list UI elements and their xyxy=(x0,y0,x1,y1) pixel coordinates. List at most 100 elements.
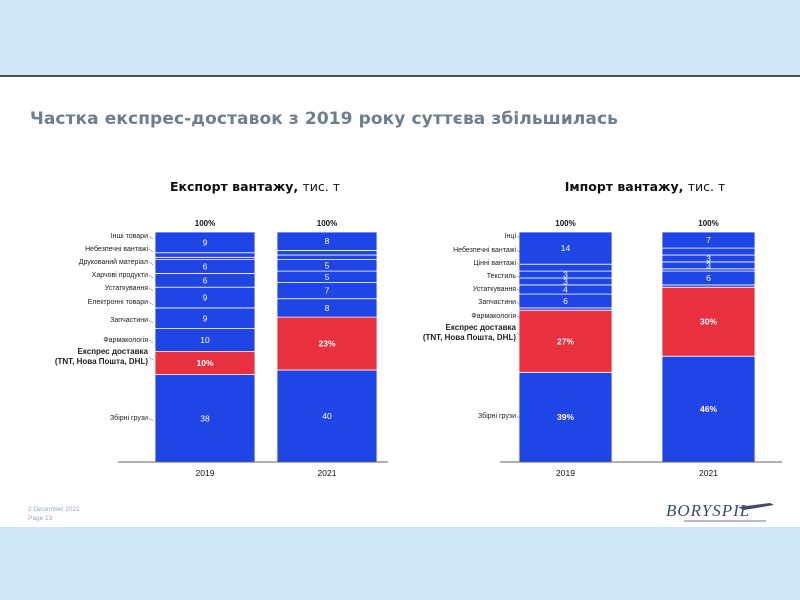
category-label: Устаткування xyxy=(105,285,148,292)
category-label: Експрес доставка (TNT, Нова Пошта, DHL) xyxy=(423,323,517,342)
leader-line xyxy=(148,319,154,324)
leader-line xyxy=(516,288,522,293)
category-label-line: Цінні вантажі xyxy=(473,259,516,267)
total-label: 100% xyxy=(698,219,718,228)
category-label: Друкований матеріал xyxy=(79,258,148,266)
category-label: Небезпечні вантажі xyxy=(453,246,516,254)
total-label: 100% xyxy=(317,219,337,228)
category-label: Цінні вантажі xyxy=(473,259,516,267)
category-label: Устаткування xyxy=(473,286,516,293)
leader-line xyxy=(516,332,522,337)
chart-title: Експорт вантажу, тис. т xyxy=(170,179,340,194)
data-label: 9 xyxy=(203,237,208,247)
category-label-line: Харчові продукти xyxy=(92,271,148,279)
leader-line xyxy=(148,274,154,279)
x-tick-label: 2021 xyxy=(699,468,718,478)
bar-segment xyxy=(276,231,378,251)
category-label-line: Запчастини xyxy=(478,299,516,306)
data-label: 30% xyxy=(700,317,717,327)
category-label: Фармакологія xyxy=(103,336,148,344)
category-label-line: (TNT, Нова Пошта, DHL) xyxy=(423,333,516,342)
data-label: 14 xyxy=(561,243,571,253)
category-label: Інші товари xyxy=(111,232,148,240)
category-label-line: Небезпечні вантажі xyxy=(453,246,516,254)
bar-segment xyxy=(518,371,613,463)
category-label: Харчові продукти xyxy=(92,271,148,279)
data-label: 10% xyxy=(196,358,213,368)
category-label: Запчастини xyxy=(110,317,148,324)
data-label: 4 xyxy=(563,285,568,295)
data-label: 6 xyxy=(706,273,711,283)
charts-canvas: Експорт вантажу, тис. т3810%1099669100%2… xyxy=(55,179,782,478)
x-tick-label: 2019 xyxy=(556,468,575,478)
data-label: 10 xyxy=(200,335,210,345)
category-label-line: Устаткування xyxy=(105,285,148,292)
category-label-line: Збірні грузи xyxy=(478,412,516,420)
category-label-line: Фармакологія xyxy=(103,336,148,344)
data-label: 23% xyxy=(318,339,335,349)
leader-line xyxy=(148,356,154,361)
data-label: 38 xyxy=(200,413,210,423)
leader-line xyxy=(148,301,154,306)
category-label: Збірні грузи xyxy=(110,414,148,422)
leader-line xyxy=(516,315,522,320)
total-label: 100% xyxy=(555,219,575,228)
total-label: 100% xyxy=(195,219,215,228)
footer-page: Page 13 xyxy=(28,515,53,522)
data-label: 27% xyxy=(557,336,574,346)
slide: Частка експрес-доставок з 2019 року сутт… xyxy=(0,75,800,527)
data-label: 6 xyxy=(203,262,208,272)
category-label: Збірні грузи xyxy=(478,412,516,420)
data-label: 7 xyxy=(706,235,711,245)
category-label: Інці xyxy=(505,232,517,240)
category-label-line: Небезпечні вантажі xyxy=(85,245,148,253)
data-label: 5 xyxy=(325,260,330,270)
chart-title-unit: тис. т xyxy=(303,179,341,194)
data-label: 8 xyxy=(325,236,330,246)
category-label: Фармакологія xyxy=(471,312,516,320)
data-label: 3 xyxy=(563,270,568,280)
leader-line xyxy=(148,261,154,266)
category-label-line: Фармакологія xyxy=(471,312,516,320)
boryspil-logo: BORYSPIL xyxy=(666,501,776,525)
x-tick-label: 2019 xyxy=(196,468,215,478)
bar-segment xyxy=(154,374,256,463)
category-label: Експрес доставка (TNT, Нова Пошта, DHL) xyxy=(55,347,149,366)
data-label: 7 xyxy=(325,286,330,296)
chart-title-main: Імпорт вантажу, xyxy=(565,179,688,194)
chart-title: Імпорт вантажу, тис. т xyxy=(565,179,726,194)
chart-import: Імпорт вантажу, тис. т39%27%643314100%20… xyxy=(423,179,782,478)
category-label-line: Збірні грузи xyxy=(110,414,148,422)
bar-segment xyxy=(518,263,613,272)
chart-title-unit: тис. т xyxy=(688,179,726,194)
plane-icon xyxy=(684,503,774,522)
category-label-line: Інці xyxy=(505,232,517,240)
leader-line xyxy=(516,275,522,280)
data-label: 9 xyxy=(203,313,208,323)
data-label: 5 xyxy=(325,272,330,282)
bar-segment xyxy=(661,247,756,256)
category-label: Електронні товари xyxy=(88,298,148,306)
bar-segment xyxy=(518,231,613,265)
data-label: 3 xyxy=(706,260,711,270)
category-label-line: Друкований матеріал xyxy=(79,258,148,266)
leader-line xyxy=(516,415,522,420)
category-label: Текстиль xyxy=(487,273,517,280)
bar-segment xyxy=(154,252,256,258)
category-label-line: Експрес доставка xyxy=(446,323,517,332)
category-label: Небезпечні вантажі xyxy=(85,245,148,253)
data-label: 9 xyxy=(203,293,208,303)
leader-line xyxy=(148,235,154,240)
leader-line xyxy=(516,235,522,240)
chart-title-main: Експорт вантажу, xyxy=(170,179,303,194)
bar-segment xyxy=(154,231,256,254)
bar-segment xyxy=(518,309,613,373)
category-label: Запчастини xyxy=(478,299,516,306)
slide-title: Частка експрес-доставок з 2019 року сутт… xyxy=(30,109,618,129)
category-label-line: Текстиль xyxy=(487,273,517,280)
data-label: 6 xyxy=(203,275,208,285)
leader-line xyxy=(516,262,522,267)
leader-line xyxy=(148,248,154,253)
category-label-line: (TNT, Нова Пошта, DHL) xyxy=(55,357,148,366)
leader-line xyxy=(148,417,154,422)
